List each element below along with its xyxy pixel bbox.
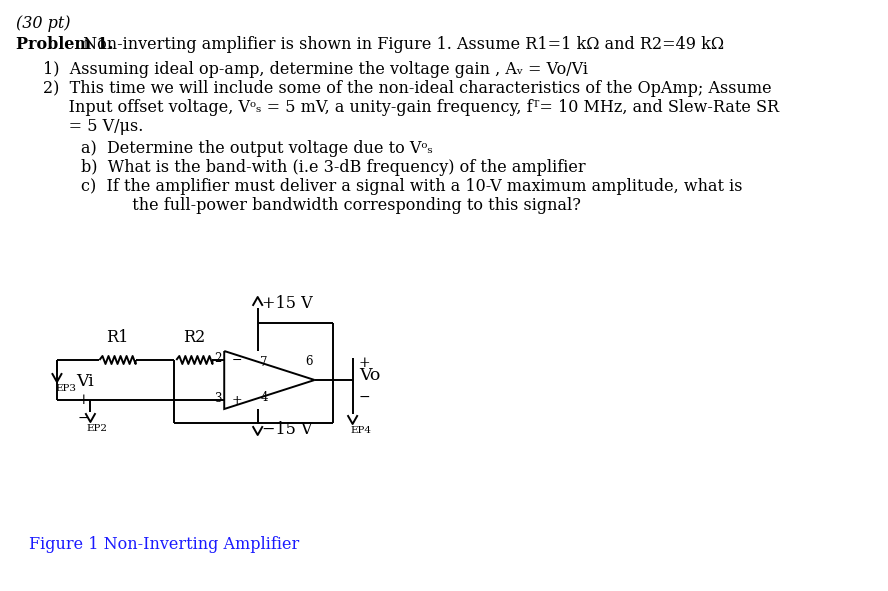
Text: 1)  Assuming ideal op-amp, determine the voltage gain , Aᵥ = Vo/Vi: 1) Assuming ideal op-amp, determine the … bbox=[44, 61, 589, 78]
Text: (30 pt): (30 pt) bbox=[16, 15, 71, 32]
Text: +15 V: +15 V bbox=[262, 294, 313, 311]
Text: +: + bbox=[359, 356, 370, 370]
Text: R1: R1 bbox=[107, 329, 129, 346]
Text: Figure 1 Non-Inverting Amplifier: Figure 1 Non-Inverting Amplifier bbox=[29, 536, 299, 553]
Text: EP4: EP4 bbox=[351, 426, 372, 435]
Text: −15 V: −15 V bbox=[262, 421, 313, 437]
Text: = 5 V/μs.: = 5 V/μs. bbox=[44, 118, 144, 135]
Text: −: − bbox=[232, 353, 242, 366]
Text: 4: 4 bbox=[260, 391, 268, 404]
Text: c)  If the amplifier must deliver a signal with a 10-V maximum amplitude, what i: c) If the amplifier must deliver a signa… bbox=[82, 178, 743, 195]
Text: Non-inverting amplifier is shown in Figure 1. Assume R1=1 kΩ and R2=49 kΩ: Non-inverting amplifier is shown in Figu… bbox=[78, 36, 724, 53]
Text: Vo: Vo bbox=[359, 366, 380, 384]
Text: EP3: EP3 bbox=[55, 384, 76, 393]
Text: 3: 3 bbox=[214, 392, 221, 405]
Text: R2: R2 bbox=[183, 329, 205, 346]
Text: −: − bbox=[359, 390, 370, 404]
Text: Input offset voltage, Vᵒₛ = 5 mV, a unity-gain frequency, fᵀ= 10 MHz, and Slew-R: Input offset voltage, Vᵒₛ = 5 mV, a unit… bbox=[44, 99, 780, 116]
Text: b)  What is the band-with (i.e 3-dB frequency) of the amplifier: b) What is the band-with (i.e 3-dB frequ… bbox=[82, 159, 586, 176]
Text: the full-power bandwidth corresponding to this signal?: the full-power bandwidth corresponding t… bbox=[82, 197, 582, 214]
Text: −: − bbox=[78, 411, 90, 425]
Text: Problem 1.: Problem 1. bbox=[16, 36, 114, 53]
Text: a)  Determine the output voltage due to Vᵒₛ: a) Determine the output voltage due to V… bbox=[82, 140, 433, 157]
Text: +: + bbox=[232, 394, 242, 407]
Text: Vi: Vi bbox=[76, 373, 94, 390]
Text: 7: 7 bbox=[260, 356, 268, 369]
Text: EP2: EP2 bbox=[87, 424, 107, 433]
Text: 6: 6 bbox=[305, 355, 313, 368]
Text: 2)  This time we will include some of the non-ideal characteristics of the OpAmp: 2) This time we will include some of the… bbox=[44, 80, 772, 97]
Text: 2: 2 bbox=[214, 352, 221, 365]
Text: +: + bbox=[78, 393, 90, 407]
